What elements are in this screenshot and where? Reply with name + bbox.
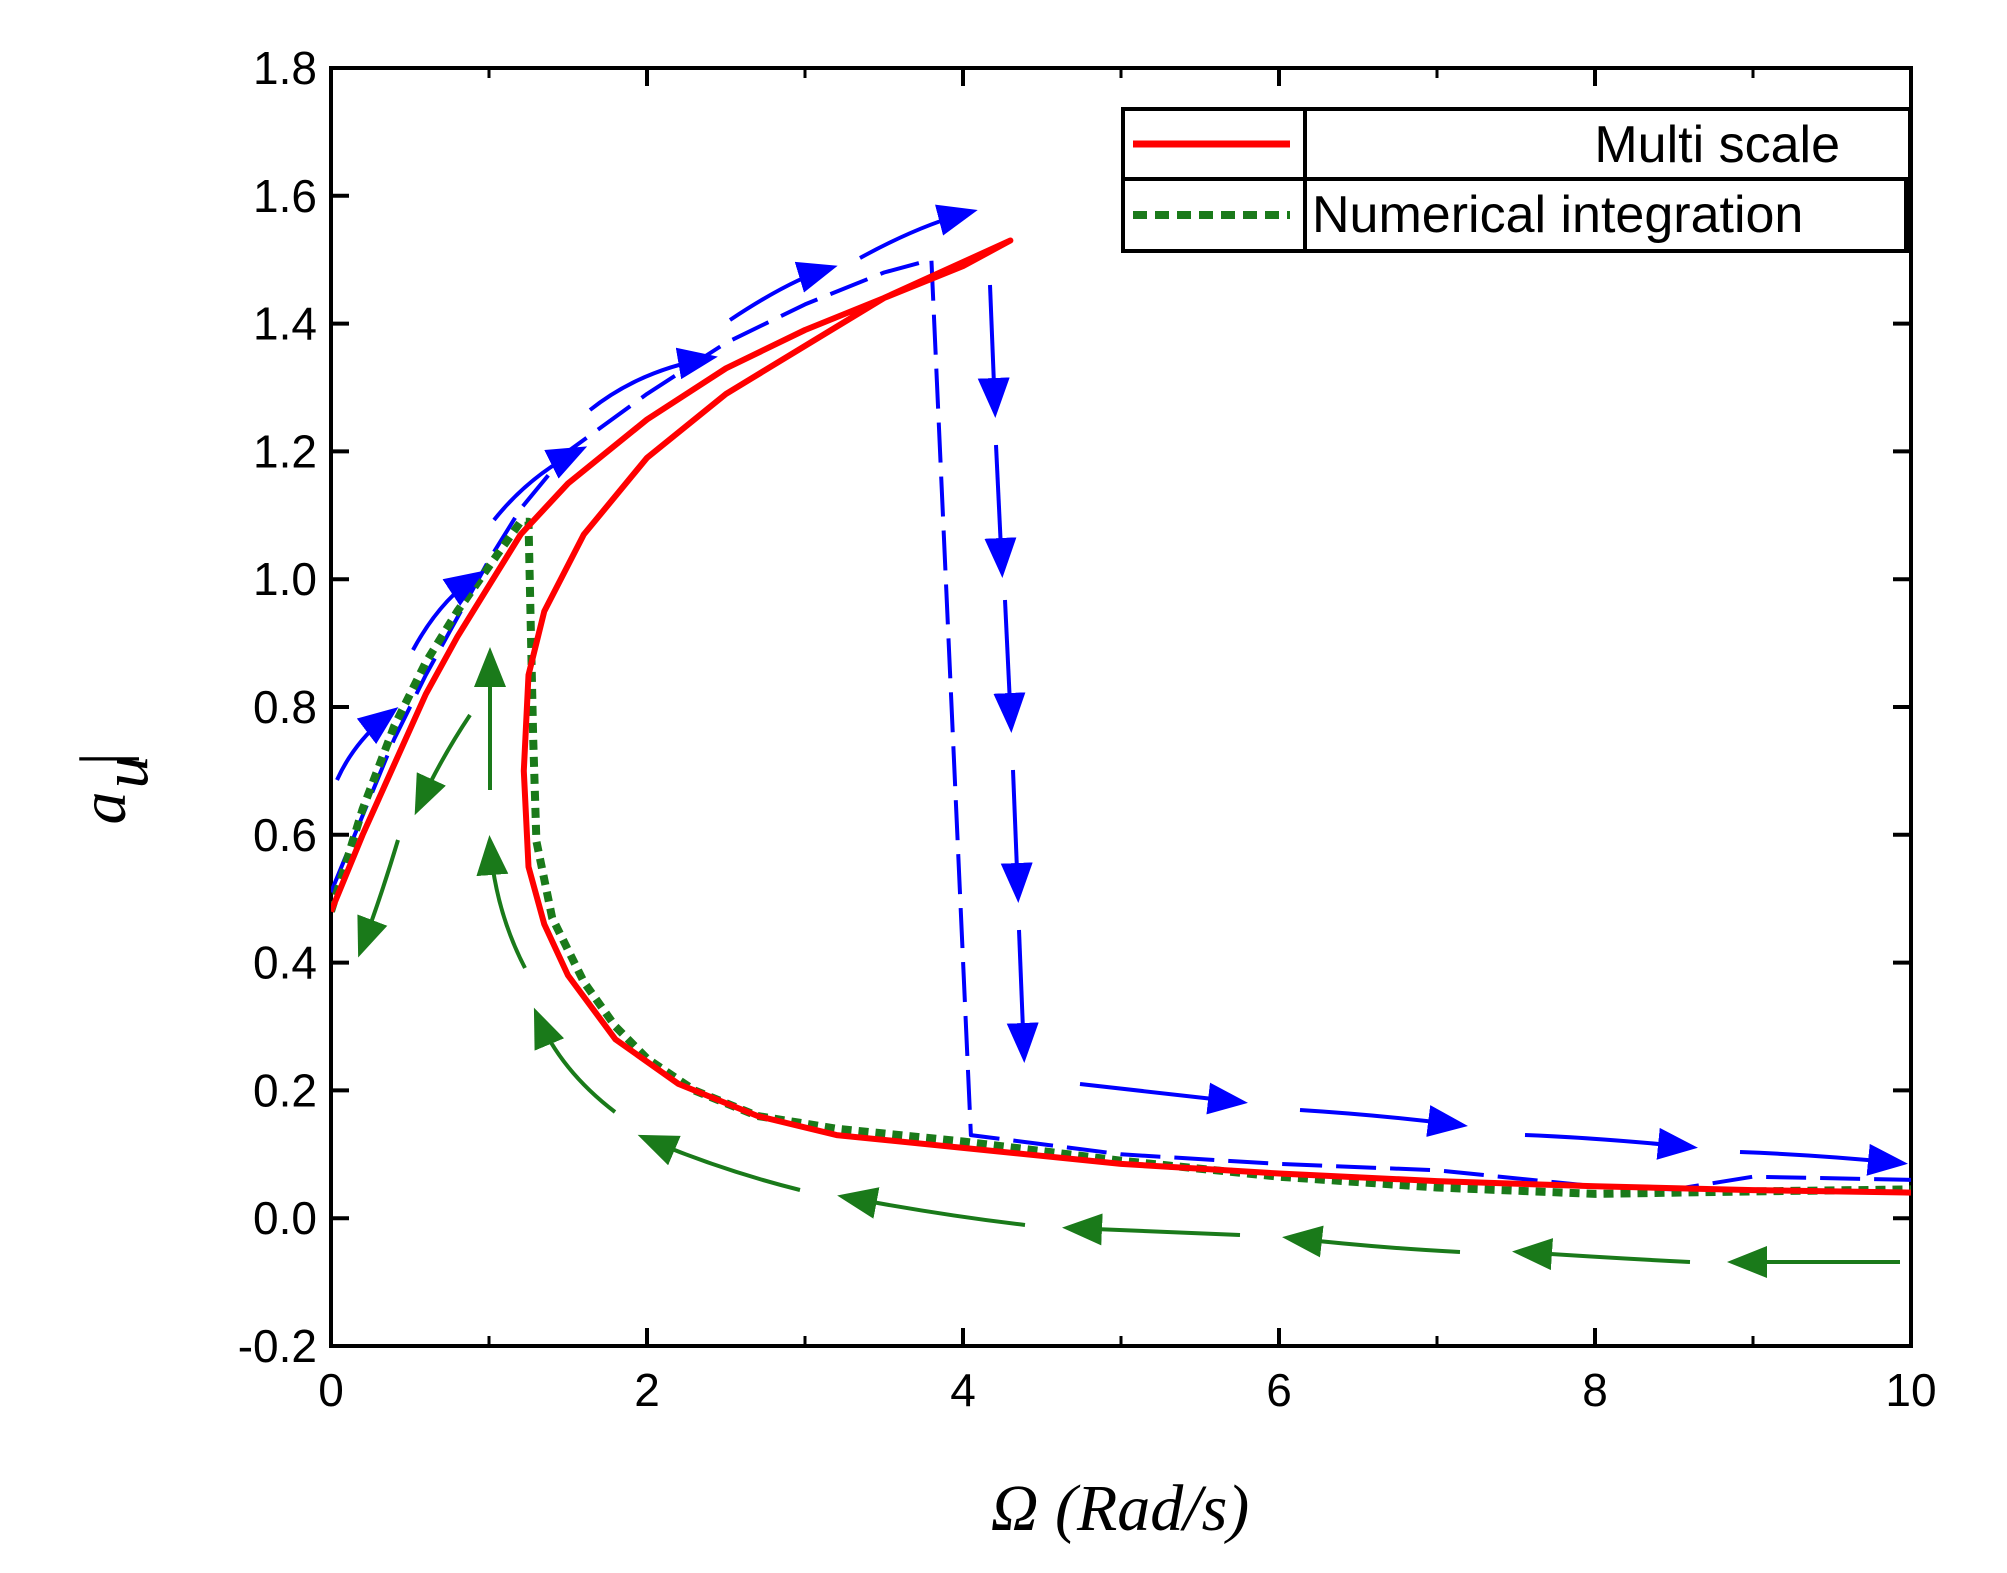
tail-arrow-4 <box>1739 1143 1908 1176</box>
up-arrow-6 <box>859 204 978 260</box>
y-tick-label: 0.8 <box>253 681 317 733</box>
x-tick-label: 0 <box>318 1364 344 1416</box>
x-tick-label: 4 <box>950 1364 976 1416</box>
series-line-numerical-integration <box>331 517 1911 1198</box>
y-axis-title-bar-left: | <box>67 751 140 769</box>
series-layer <box>331 237 1911 1198</box>
series-line-up-sweep-response <box>331 257 1911 1192</box>
dn-arrow-6 <box>637 1134 801 1192</box>
y-tick-label: 0.4 <box>253 937 317 989</box>
y-tick-label: 1.0 <box>253 553 317 605</box>
x-axis: 0 2 4 6 8 10 <box>318 68 1937 1416</box>
dn-arrow-2 <box>1512 1238 1691 1271</box>
y-tick-label: 0.0 <box>253 1192 317 1244</box>
tail-arrow-2 <box>1299 1105 1468 1137</box>
down-jump-arrow-1 <box>977 284 1010 418</box>
dn-arrow-4 <box>1062 1213 1241 1246</box>
x-tick-label: 6 <box>1266 1364 1292 1416</box>
y-tick-label: 0.6 <box>253 809 317 861</box>
y-axis-title: | a u <box>67 751 162 825</box>
legend: Multi scale Numerical integration <box>1121 107 1912 253</box>
x-tick-label: 2 <box>634 1364 660 1416</box>
y-tick-label: 0.2 <box>253 1064 317 1116</box>
y-axis-title-main: a <box>67 792 140 825</box>
y-axis: -0.2 0.0 0.2 0.4 0.6 0.8 1.0 1.2 1.4 1.6 1.8 <box>238 42 1911 1372</box>
dn-arrow-7 <box>533 1007 617 1114</box>
x-tick-label: 10 <box>1885 1364 1936 1416</box>
dn-arrow-9 <box>414 713 472 816</box>
up-arrow-5 <box>728 261 838 322</box>
x-axis-title: Ω (Rad/s) <box>991 1472 1250 1545</box>
y-tick-label: -0.2 <box>238 1320 317 1372</box>
tail-arrow-3 <box>1524 1127 1698 1160</box>
down-jump-arrow-3 <box>993 599 1026 733</box>
dn-arrow-5 <box>837 1187 1026 1227</box>
down-jump-arrow-4 <box>1000 769 1033 903</box>
y-tick-label: 1.4 <box>253 298 317 350</box>
up-sweep-arrows <box>335 204 1908 1176</box>
up-arrow-2 <box>411 570 485 651</box>
tail-arrow-1 <box>1079 1082 1248 1115</box>
dn-arrow-3 <box>1282 1225 1461 1258</box>
dn-arrow-10 <box>357 839 400 958</box>
x-tick-label: 8 <box>1582 1364 1608 1416</box>
series-line-multi-scale <box>331 237 1911 1196</box>
legend-label-multi-scale: Multi scale <box>1594 116 1840 174</box>
y-tick-label: 1.2 <box>253 425 317 477</box>
down-jump-arrow-2 <box>984 444 1017 578</box>
up-arrow-4 <box>588 347 718 412</box>
y-axis-title-sub: u <box>89 756 162 789</box>
y-tick-label: 1.8 <box>253 42 317 94</box>
up-arrow-3 <box>492 446 588 522</box>
down-sweep-arrows <box>357 647 1901 1278</box>
y-tick-label: 1.6 <box>253 170 317 222</box>
legend-label-numerical-integration: Numerical integration <box>1312 186 1803 244</box>
dn-arrow-8 <box>476 835 527 969</box>
up-arrow-1 <box>335 707 399 781</box>
down-jump-arrow-5 <box>1006 929 1039 1063</box>
